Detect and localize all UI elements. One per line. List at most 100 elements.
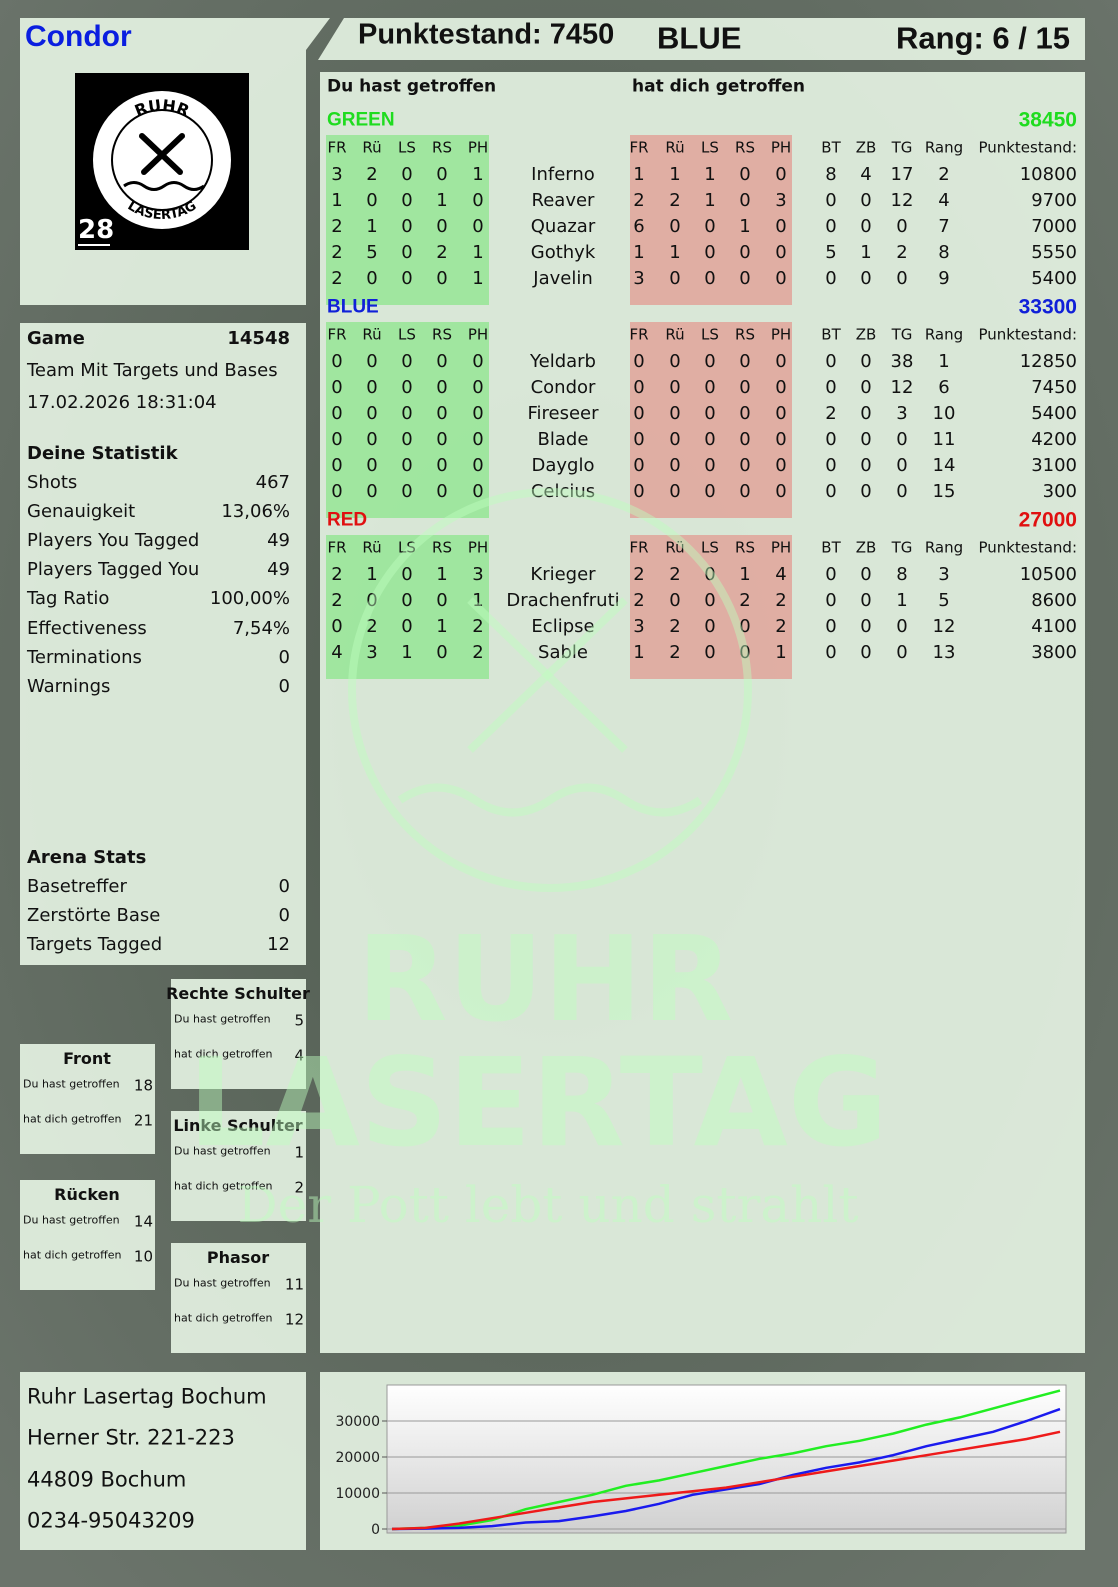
column-header: LS — [398, 138, 416, 157]
column-header: PH — [770, 325, 792, 344]
arena-label: Zerstörte Base — [27, 905, 161, 926]
stat-cell: 12 — [890, 190, 914, 211]
got-value: 0 — [739, 403, 751, 424]
hit-value: 0 — [366, 403, 378, 424]
hit-value: 0 — [401, 190, 413, 211]
got-value: 0 — [775, 377, 787, 398]
hit-block — [326, 322, 489, 518]
score-cell: 12850 — [1019, 351, 1077, 372]
column-header: RS — [735, 538, 755, 557]
stat-value: 0 — [278, 675, 290, 697]
hit-value: 0 — [331, 455, 343, 476]
hit-value: 1 — [331, 190, 343, 211]
column-header: LS — [701, 538, 719, 557]
hit-value: 0 — [401, 242, 413, 263]
address-line: 0234-95043209 — [27, 1508, 195, 1533]
player-row-name: Celcius — [530, 481, 596, 502]
got-value: 0 — [704, 616, 716, 637]
logo-pick — [141, 133, 185, 175]
stat-label: Terminations — [27, 646, 142, 668]
hit-value: 0 — [436, 216, 448, 237]
score-cell: 7000 — [1031, 216, 1077, 237]
hit-value: 1 — [401, 642, 413, 663]
got-value: 0 — [704, 642, 716, 663]
got-value: 0 — [669, 429, 681, 450]
column-header: PH — [467, 138, 489, 157]
got-value: 1 — [669, 242, 681, 263]
hit-value: 0 — [366, 351, 378, 372]
got-value: 0 — [704, 242, 716, 263]
logo-ring — [111, 109, 213, 211]
stat-cell: 15 — [932, 481, 956, 502]
stat-cell: 0 — [896, 429, 908, 450]
stat-value: 49 — [267, 559, 290, 581]
stat-cell: 0 — [860, 481, 872, 502]
stat-cell: 2 — [825, 403, 837, 424]
zone-value: 1 — [294, 1143, 304, 1162]
hit-value: 0 — [366, 377, 378, 398]
logo-disc — [93, 91, 231, 229]
score-cell: 7450 — [1031, 377, 1077, 398]
got-value: 0 — [739, 190, 751, 211]
stat-label: Warnings — [27, 675, 111, 697]
hit-value: 0 — [401, 216, 413, 237]
stat-cell: 0 — [860, 564, 872, 585]
player-score: Punktestand: 7450 — [358, 18, 615, 51]
stat-cell: 6 — [938, 377, 950, 398]
hit-value: 0 — [436, 429, 448, 450]
column-header: RS — [432, 138, 452, 157]
zone-label: Du hast getroffen — [174, 1276, 271, 1290]
got-value: 0 — [739, 481, 751, 502]
score-cell: 300 — [1042, 481, 1077, 502]
score-cell: 8600 — [1031, 590, 1077, 611]
got-value: 0 — [775, 242, 787, 263]
zone-label: Du hast getroffen — [174, 1144, 271, 1158]
zone-title: Phasor — [206, 1248, 270, 1267]
column-header: RS — [432, 538, 452, 557]
stat-cell: 0 — [896, 268, 908, 289]
column-header: LS — [398, 538, 416, 557]
got-value: 0 — [704, 564, 716, 585]
hit-value: 0 — [472, 377, 484, 398]
y-tick-label: 30000 — [335, 1414, 380, 1430]
got-value: 0 — [633, 455, 645, 476]
zone-title: Linke Schulter — [173, 1116, 303, 1135]
column-header: TG — [891, 325, 913, 344]
zone-title: Rücken — [54, 1185, 120, 1204]
column-header: FR — [629, 325, 649, 344]
hit-value: 1 — [436, 564, 448, 585]
got-value: 0 — [669, 481, 681, 502]
got-value: 0 — [669, 455, 681, 476]
zone-box — [20, 1044, 155, 1154]
got-value: 0 — [704, 351, 716, 372]
y-tick-label: 20000 — [335, 1450, 380, 1466]
hit-value: 0 — [401, 351, 413, 372]
column-header: Rü — [362, 138, 382, 157]
got-value: 0 — [704, 481, 716, 502]
stat-value: 13,06% — [221, 501, 290, 523]
column-header: LS — [701, 138, 719, 157]
column-header: Rü — [362, 325, 382, 344]
stat-value: 49 — [267, 530, 290, 552]
hit-value: 0 — [401, 564, 413, 585]
got-value: 6 — [633, 216, 645, 237]
address-panel — [20, 1372, 306, 1550]
player-row-name: Inferno — [531, 164, 595, 185]
zone-value: 10 — [133, 1247, 153, 1266]
section-title: Arena Stats — [27, 847, 147, 868]
column-header: Punktestand: — [978, 138, 1077, 157]
stat-cell: 0 — [825, 377, 837, 398]
zone-label: hat dich getroffen — [23, 1248, 122, 1262]
hit-value: 1 — [366, 216, 378, 237]
hit-value: 0 — [366, 455, 378, 476]
stat-cell: 11 — [932, 429, 956, 450]
got-value: 0 — [739, 351, 751, 372]
arena-label: Basetreffer — [27, 876, 127, 897]
stat-cell: 14 — [932, 455, 956, 476]
column-header: RS — [735, 325, 755, 344]
got-value: 0 — [775, 481, 787, 502]
stat-cell: 0 — [860, 190, 872, 211]
hit-value: 2 — [472, 616, 484, 637]
stat-cell: 0 — [860, 616, 872, 637]
player-row-name: Sable — [538, 642, 588, 663]
